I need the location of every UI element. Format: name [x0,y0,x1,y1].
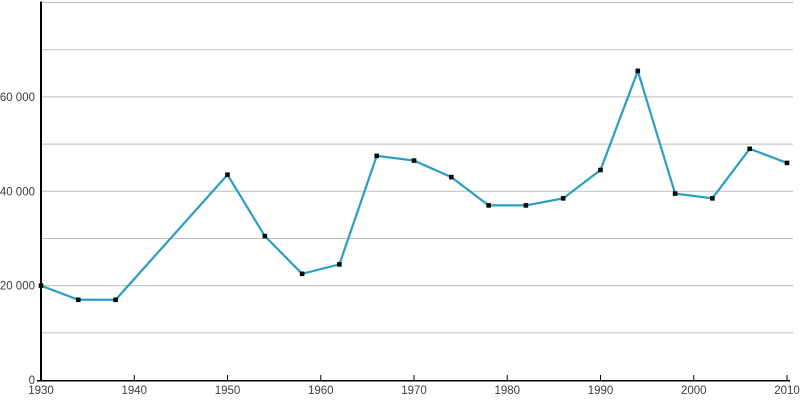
y-axis-tick-label: 40 000 [0,186,35,198]
x-axis-tick-label: 1930 [28,385,54,397]
data-point-marker [449,174,454,180]
x-axis-tick-label: 1990 [588,385,614,397]
data-point-marker [337,262,342,267]
x-axis-tick-label: 2010 [774,385,800,397]
data-point-marker [672,191,678,196]
data-point-marker [523,203,529,208]
x-axis-tick-label: 1980 [494,385,520,397]
x-axis-tick-label: 1960 [308,385,334,397]
data-point-marker [784,160,790,166]
data-point-marker [225,172,230,178]
data-point-marker [374,153,379,159]
data-point-marker [76,297,81,303]
x-axis-tick-label: 1970 [401,385,427,397]
data-point-marker [747,146,752,152]
data-point-marker [486,203,491,208]
data-series-line [40,67,788,301]
data-point-marker [598,167,603,173]
data-point-marker [710,196,715,201]
y-axis-tick-label: 0 [29,375,35,387]
x-axis-tick-label: 1950 [215,385,241,397]
data-point-marker [560,196,566,201]
x-axis-tick-label: 2000 [681,385,707,397]
y-axis-tick-label: 20 000 [0,281,35,293]
data-point-marker [635,68,641,74]
y-axis-tick-label: 60 000 [0,92,35,104]
data-point-marker [411,158,417,163]
data-point-marker [113,297,118,303]
x-axis-tick-label: 1940 [121,385,147,397]
data-point-marker [299,271,305,277]
data-point-marker [262,233,268,239]
data-point-marker [38,283,44,288]
